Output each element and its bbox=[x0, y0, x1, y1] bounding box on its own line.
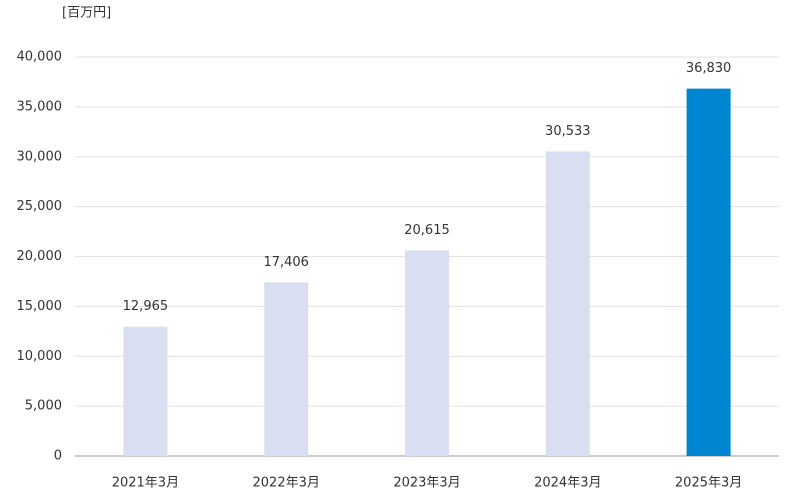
value-label: 30,533 bbox=[545, 124, 591, 139]
y-tick-label: 10,000 bbox=[17, 349, 63, 364]
y-tick-label: 0 bbox=[54, 449, 62, 464]
y-tick-label: 20,000 bbox=[17, 249, 63, 264]
value-label: 36,830 bbox=[686, 61, 732, 76]
value-label: 17,406 bbox=[263, 255, 309, 270]
x-tick-label: 2022年3月 bbox=[253, 476, 320, 491]
x-tick-label: 2023年3月 bbox=[393, 476, 460, 491]
y-tick-label: 30,000 bbox=[17, 149, 63, 164]
x-tick-label: 2021年3月 bbox=[112, 476, 179, 491]
bar bbox=[123, 326, 168, 456]
y-tick-label: 40,000 bbox=[17, 50, 63, 65]
bar bbox=[686, 88, 731, 456]
bar bbox=[405, 250, 449, 456]
value-label: 12,965 bbox=[123, 299, 169, 314]
y-tick-label: 5,000 bbox=[25, 399, 62, 414]
bar bbox=[545, 151, 590, 456]
unit-label: [百万円] bbox=[62, 6, 111, 21]
x-tick-label: 2024年3月 bbox=[534, 476, 601, 491]
x-tick-label: 2025年3月 bbox=[675, 476, 742, 491]
bar bbox=[264, 282, 309, 456]
y-tick-label: 35,000 bbox=[17, 99, 63, 114]
y-tick-label: 15,000 bbox=[17, 299, 63, 314]
value-label: 20,615 bbox=[404, 223, 450, 238]
y-tick-label: 25,000 bbox=[17, 199, 63, 214]
